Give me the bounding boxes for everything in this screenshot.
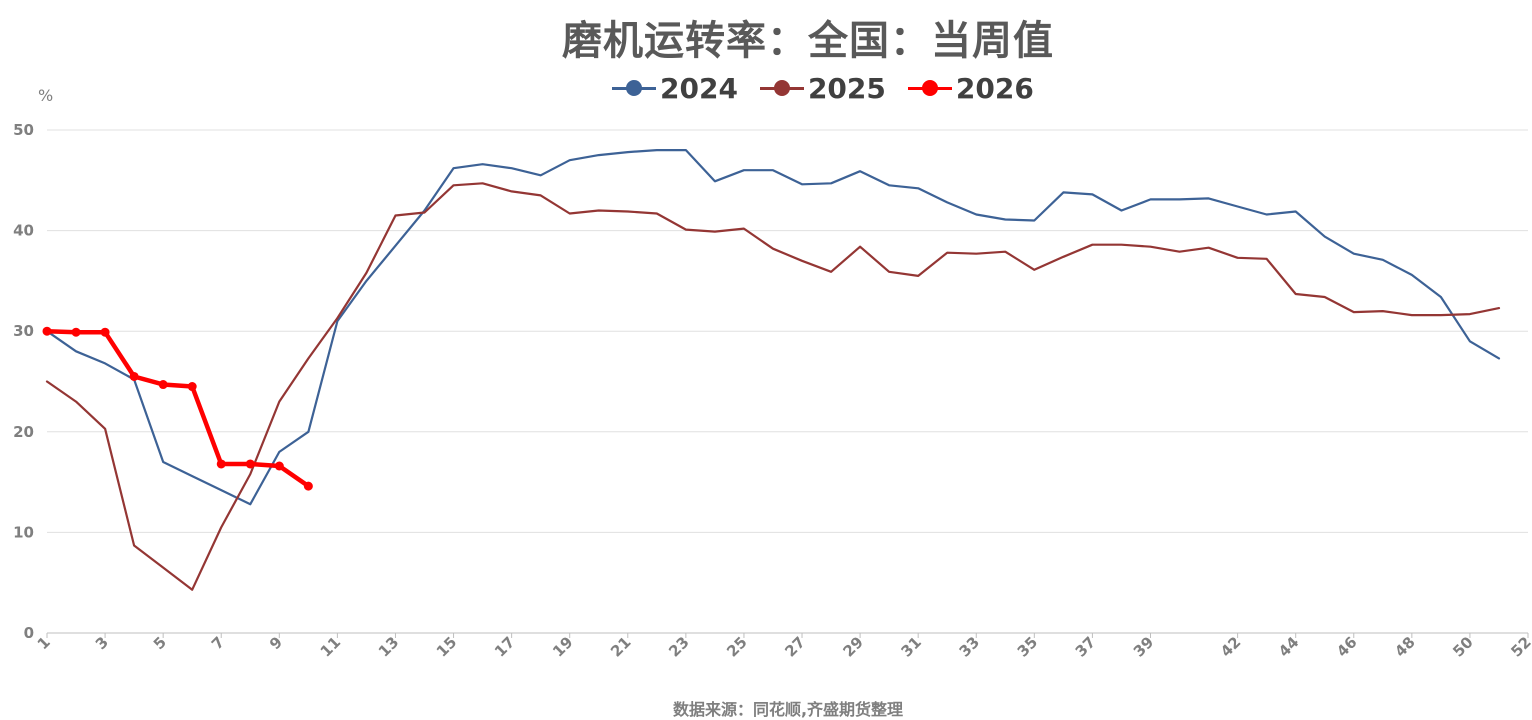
series-line-2025 bbox=[45, 182, 1501, 591]
x-tick-label-21: 21 bbox=[607, 633, 634, 660]
y-tick-label-40: 40 bbox=[13, 222, 34, 240]
data-point-2026-2[interactable] bbox=[71, 327, 81, 337]
y-tick-label-10: 10 bbox=[13, 523, 34, 541]
x-tick-label-31: 31 bbox=[898, 633, 925, 660]
x-tick-label-29: 29 bbox=[839, 633, 866, 660]
legend-label-2024: 2024 bbox=[660, 71, 738, 105]
x-tick-label-37: 37 bbox=[1072, 633, 1099, 660]
data-point-2026-9[interactable] bbox=[274, 461, 284, 471]
x-tick-label-42: 42 bbox=[1217, 633, 1244, 660]
chart-title: 磨机运转率：全国：当周值 bbox=[562, 18, 1054, 64]
legend-swatch-2024 bbox=[612, 78, 656, 98]
data-point-2026-7[interactable] bbox=[216, 459, 226, 469]
x-tick-label-7: 7 bbox=[208, 633, 228, 653]
x-tick-label-50: 50 bbox=[1449, 633, 1476, 660]
x-tick-label-39: 39 bbox=[1130, 633, 1157, 660]
x-tick-label-35: 35 bbox=[1014, 633, 1041, 660]
y-tick-label-20: 20 bbox=[13, 423, 34, 441]
x-tick-label-46: 46 bbox=[1333, 633, 1360, 660]
x-tick-label-23: 23 bbox=[665, 633, 692, 660]
y-tick-label-0: 0 bbox=[24, 624, 34, 642]
data-point-2026-3[interactable] bbox=[100, 327, 110, 337]
x-tick-label-3: 3 bbox=[92, 633, 112, 653]
legend-item-2026[interactable]: 2026 bbox=[907, 71, 1034, 105]
data-point-2026-4[interactable] bbox=[129, 371, 139, 381]
legend-dot-2025 bbox=[773, 80, 790, 96]
x-tick-label-19: 19 bbox=[549, 633, 576, 660]
legend-swatch-2026 bbox=[907, 78, 952, 98]
x-tick-label-25: 25 bbox=[723, 633, 750, 660]
legend-item-2025[interactable]: 2025 bbox=[759, 71, 886, 105]
x-tick-label-15: 15 bbox=[433, 633, 460, 660]
x-tick-label-1: 1 bbox=[34, 633, 54, 653]
y-axis-unit-label: % bbox=[38, 86, 54, 105]
y-tick-label-50: 50 bbox=[13, 121, 34, 139]
legend: 2024 2025 2026 bbox=[612, 70, 1056, 106]
legend-dot-2026 bbox=[921, 80, 938, 96]
data-point-2026-6[interactable] bbox=[187, 382, 197, 392]
data-point-2026-1[interactable] bbox=[42, 326, 52, 336]
x-tick-label-5: 5 bbox=[150, 633, 170, 653]
x-tick-label-17: 17 bbox=[491, 633, 518, 660]
x-tick-label-44: 44 bbox=[1275, 633, 1302, 660]
data-point-2026-8[interactable] bbox=[245, 459, 255, 469]
x-tick-label-13: 13 bbox=[375, 633, 402, 660]
x-tick-label-9: 9 bbox=[266, 633, 286, 653]
series-line-2026 bbox=[44, 328, 311, 489]
y-tick-label-30: 30 bbox=[13, 322, 34, 340]
legend-item-2024[interactable]: 2024 bbox=[612, 72, 738, 105]
data-point-2026-10[interactable] bbox=[303, 481, 313, 491]
legend-label-2026: 2026 bbox=[955, 71, 1034, 105]
x-tick-label-11: 11 bbox=[317, 633, 344, 660]
data-point-2026-5[interactable] bbox=[158, 380, 168, 390]
legend-swatch-2025 bbox=[759, 78, 804, 98]
legend-label-2025: 2025 bbox=[807, 71, 886, 105]
x-tick-label-27: 27 bbox=[781, 633, 808, 660]
legend-dot-2024 bbox=[626, 80, 642, 96]
x-tick-label-48: 48 bbox=[1391, 633, 1418, 660]
source-note: 数据来源：同花顺,齐盛期货整理 bbox=[672, 700, 904, 719]
series-line-2024 bbox=[45, 149, 1501, 506]
x-tick-label-33: 33 bbox=[956, 633, 983, 660]
